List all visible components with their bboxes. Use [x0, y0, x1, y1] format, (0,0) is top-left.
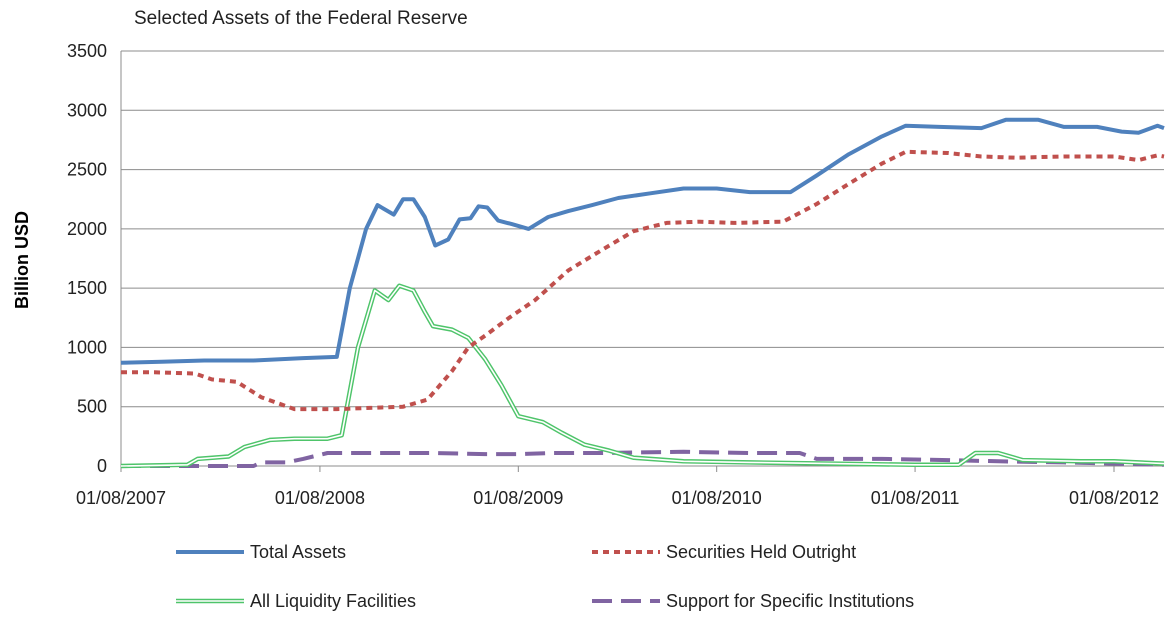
legend-item-2: All Liquidity Facilities: [176, 591, 416, 611]
y-axis-label: Billion USD: [12, 211, 32, 309]
legend-label: Support for Specific Institutions: [666, 591, 914, 611]
series-3: [121, 449, 1165, 468]
chart-title: Selected Assets of the Federal Reserve: [134, 8, 468, 29]
legend-label: Securities Held Outright: [666, 542, 856, 562]
x-tick-label: 01/08/2008: [275, 488, 365, 508]
series-0: [120, 117, 1165, 365]
series-line-2-inner: [120, 285, 1165, 467]
series-line-3: [121, 449, 1165, 468]
plot-area: [120, 117, 1165, 469]
y-tick-label: 3500: [67, 41, 107, 61]
grid-lines: [121, 50, 1164, 467]
x-tick-label: 01/08/2010: [672, 488, 762, 508]
series-2: [120, 283, 1165, 469]
x-tick-label: 01/08/2009: [473, 488, 563, 508]
legend-label: All Liquidity Facilities: [250, 591, 416, 611]
legend-item-0: Total Assets: [176, 542, 346, 562]
y-tick-label: 3000: [67, 100, 107, 120]
axes: 0 500 1000 1500 2000 2500 3000 3500 01/08/2007 01…: [67, 41, 1164, 508]
series-line-0: [120, 117, 1165, 365]
y-tick-label: 1000: [67, 337, 107, 357]
y-tick-label: 1500: [67, 278, 107, 298]
y-tick-label: 0: [97, 456, 107, 476]
x-tick-label: 01/08/2011: [871, 488, 960, 508]
legend-label: Total Assets: [250, 542, 346, 562]
legend-item-3: Support for Specific Institutions: [592, 591, 914, 611]
y-tick-label: 500: [77, 397, 107, 417]
y-tick-label: 2000: [67, 219, 107, 239]
legend-item-1: Securities Held Outright: [592, 542, 856, 562]
series-line-1: [121, 149, 1165, 412]
series-1: [121, 149, 1165, 412]
x-tick-label: 01/08/2012: [1069, 488, 1159, 508]
y-tick-label: 2500: [67, 160, 107, 180]
legend: Total Assets Securities Held Outright All …: [176, 542, 914, 611]
x-tick-label: 01/08/2007: [76, 488, 166, 508]
